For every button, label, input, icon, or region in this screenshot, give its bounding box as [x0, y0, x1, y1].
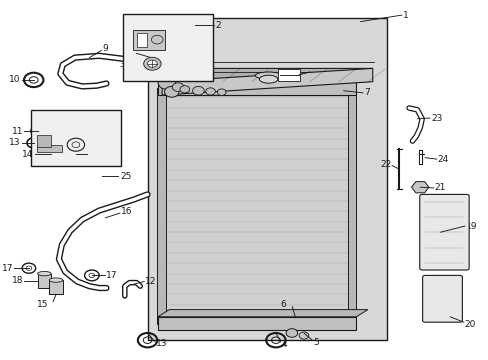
Bar	[158, 82, 356, 95]
Bar	[133, 30, 164, 50]
Bar	[37, 145, 62, 152]
Text: 15: 15	[37, 300, 48, 309]
Polygon shape	[162, 95, 350, 317]
Text: 6: 6	[280, 300, 286, 309]
Text: 21: 21	[434, 184, 445, 193]
Bar	[37, 135, 51, 147]
Bar	[137, 33, 146, 47]
Bar	[31, 110, 121, 166]
Bar	[347, 88, 356, 324]
Text: 10: 10	[9, 76, 20, 85]
Circle shape	[143, 52, 159, 63]
Text: 9: 9	[102, 44, 108, 53]
Text: 5: 5	[312, 338, 318, 347]
Text: 13: 13	[9, 139, 20, 148]
Bar	[123, 14, 212, 81]
Text: 25: 25	[120, 172, 131, 181]
Text: 8: 8	[310, 68, 316, 77]
Circle shape	[299, 332, 308, 339]
Ellipse shape	[38, 271, 51, 276]
Polygon shape	[158, 310, 367, 317]
Ellipse shape	[49, 278, 62, 282]
Polygon shape	[162, 68, 372, 95]
Text: 11: 11	[12, 127, 23, 136]
Text: 3: 3	[119, 60, 124, 69]
Text: 14: 14	[22, 150, 34, 159]
Text: 24: 24	[437, 155, 448, 163]
Circle shape	[192, 86, 204, 95]
Ellipse shape	[259, 75, 277, 83]
Bar	[49, 280, 62, 294]
Circle shape	[147, 60, 157, 67]
Circle shape	[164, 86, 179, 97]
Text: 18: 18	[12, 276, 23, 285]
Circle shape	[143, 57, 161, 70]
FancyBboxPatch shape	[422, 275, 462, 322]
Ellipse shape	[255, 72, 282, 79]
Circle shape	[151, 35, 163, 44]
Text: 4: 4	[281, 340, 287, 349]
Bar	[278, 69, 300, 81]
Circle shape	[180, 86, 189, 93]
FancyBboxPatch shape	[419, 194, 468, 270]
Text: 23: 23	[430, 114, 441, 122]
Circle shape	[172, 83, 183, 91]
Text: 12: 12	[145, 277, 156, 286]
Circle shape	[158, 76, 175, 89]
Polygon shape	[158, 68, 372, 82]
Text: 17: 17	[106, 271, 118, 280]
Text: 20: 20	[464, 320, 475, 329]
Text: 7: 7	[363, 89, 369, 98]
Text: 19: 19	[465, 222, 476, 231]
Bar	[38, 274, 51, 288]
Circle shape	[205, 88, 215, 95]
Text: 1: 1	[402, 11, 407, 20]
Text: 17: 17	[2, 264, 13, 273]
Bar	[147, 18, 386, 340]
Bar	[157, 88, 165, 324]
Circle shape	[217, 89, 225, 95]
Text: 26: 26	[76, 152, 87, 161]
Text: 27: 27	[124, 47, 135, 56]
Text: 16: 16	[121, 207, 132, 216]
Text: 13: 13	[156, 339, 167, 348]
Circle shape	[285, 329, 297, 337]
Bar	[158, 317, 356, 330]
Text: 2: 2	[214, 21, 220, 30]
Text: 22: 22	[379, 161, 390, 170]
